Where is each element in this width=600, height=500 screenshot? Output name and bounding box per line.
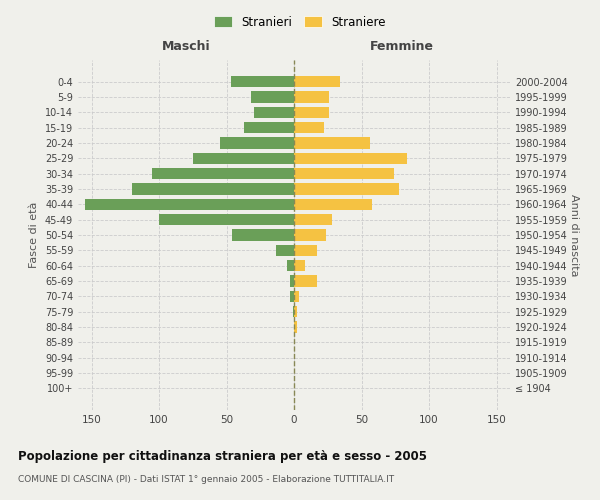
Bar	[294, 152, 407, 164]
Bar	[220, 137, 294, 148]
Bar	[294, 290, 299, 302]
Bar	[230, 76, 294, 88]
Text: Femmine: Femmine	[370, 40, 434, 53]
Bar	[294, 198, 372, 210]
Bar	[193, 152, 294, 164]
Bar	[294, 244, 317, 256]
Bar	[85, 198, 294, 210]
Bar	[294, 229, 326, 241]
Bar	[294, 306, 296, 318]
Bar	[294, 183, 400, 194]
Bar	[293, 306, 294, 318]
Bar	[294, 322, 296, 333]
Text: Popolazione per cittadinanza straniera per età e sesso - 2005: Popolazione per cittadinanza straniera p…	[18, 450, 427, 463]
Bar	[290, 290, 294, 302]
Bar	[132, 183, 294, 194]
Bar	[294, 91, 329, 102]
Bar	[294, 106, 329, 118]
Bar	[277, 244, 294, 256]
Bar	[287, 260, 294, 272]
Bar	[294, 260, 305, 272]
Bar	[294, 76, 340, 88]
Legend: Stranieri, Straniere: Stranieri, Straniere	[209, 11, 391, 34]
Bar	[232, 229, 294, 241]
Y-axis label: Fasce di età: Fasce di età	[29, 202, 39, 268]
Text: COMUNE DI CASCINA (PI) - Dati ISTAT 1° gennaio 2005 - Elaborazione TUTTITALIA.IT: COMUNE DI CASCINA (PI) - Dati ISTAT 1° g…	[18, 475, 394, 484]
Text: Maschi: Maschi	[161, 40, 211, 53]
Bar	[294, 214, 332, 226]
Bar	[251, 91, 294, 102]
Bar	[294, 122, 324, 134]
Bar	[294, 137, 370, 148]
Bar	[244, 122, 294, 134]
Bar	[290, 276, 294, 287]
Bar	[254, 106, 294, 118]
Bar	[152, 168, 294, 179]
Bar	[294, 276, 317, 287]
Bar	[294, 168, 394, 179]
Y-axis label: Anni di nascita: Anni di nascita	[569, 194, 579, 276]
Bar	[159, 214, 294, 226]
